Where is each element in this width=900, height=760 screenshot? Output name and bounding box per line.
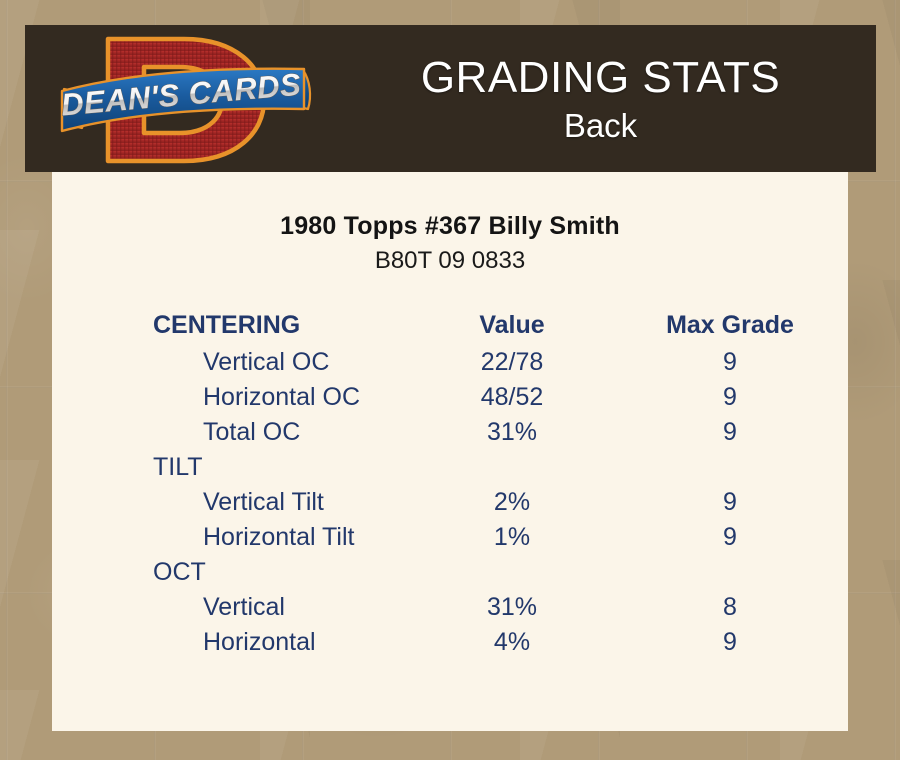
table-row: Total OC 31% 9 bbox=[52, 415, 848, 450]
column-header-grade: Max Grade bbox=[666, 310, 794, 339]
cell-label: Vertical Tilt bbox=[203, 488, 324, 516]
content-panel: 1980 Topps #367 Billy Smith B80T 09 0833… bbox=[52, 172, 848, 731]
column-header-section: CENTERING bbox=[153, 310, 301, 339]
cell-value: 48/52 bbox=[480, 383, 544, 411]
cell-label: Horizontal bbox=[203, 628, 316, 656]
cell-grade: 9 bbox=[723, 418, 737, 446]
table-row: Horizontal 4% 9 bbox=[52, 625, 848, 660]
grading-stats-table: CENTERING Value Max Grade Vertical OC 22/… bbox=[52, 305, 848, 660]
card-title: 1980 Topps #367 Billy Smith bbox=[280, 212, 620, 240]
table-row: Horizontal Tilt 1% 9 bbox=[52, 520, 848, 555]
table-row: Vertical 31% 8 bbox=[52, 590, 848, 625]
table-row: Vertical OC 22/78 9 bbox=[52, 345, 848, 380]
cell-label: Vertical OC bbox=[203, 348, 330, 376]
cell-grade: 9 bbox=[723, 488, 737, 516]
cell-label: Vertical bbox=[203, 593, 285, 621]
section-header-label: TILT bbox=[153, 453, 203, 481]
cell-grade: 8 bbox=[723, 593, 737, 621]
cell-grade: 9 bbox=[723, 523, 737, 551]
cell-label: Horizontal OC bbox=[203, 383, 360, 411]
cell-value: 31% bbox=[486, 418, 538, 446]
cell-grade: 9 bbox=[723, 383, 737, 411]
cell-grade: 9 bbox=[723, 628, 737, 656]
cell-label: Total OC bbox=[203, 418, 301, 446]
table-row: Horizontal OC 48/52 9 bbox=[52, 380, 848, 415]
table-row: Vertical Tilt 2% 9 bbox=[52, 485, 848, 520]
cell-value: 22/78 bbox=[480, 348, 544, 376]
table-body: Vertical OC 22/78 9 Horizontal OC 48/52 9 Tota… bbox=[52, 345, 848, 660]
cell-value: 4% bbox=[493, 628, 531, 656]
cell-value: 1% bbox=[493, 523, 531, 551]
cell-value: 31% bbox=[486, 593, 538, 621]
page-header: DEAN'S CARDS GRADING STATS Back bbox=[25, 25, 876, 172]
logo-ribbon-band bbox=[60, 67, 306, 133]
page-title: GRADING STATS bbox=[420, 52, 781, 102]
page-subtitle: Back bbox=[563, 106, 638, 144]
header-title-block: GRADING STATS Back bbox=[325, 25, 876, 172]
section-header-row: TILT bbox=[52, 450, 848, 485]
cell-label: Horizontal Tilt bbox=[203, 523, 355, 551]
section-header-label: OCT bbox=[153, 558, 206, 586]
table-header-row: CENTERING Value Max Grade bbox=[52, 305, 848, 345]
section-header-row: OCT bbox=[52, 555, 848, 590]
column-header-value: Value bbox=[479, 310, 545, 339]
cell-value: 2% bbox=[493, 488, 531, 516]
deans-cards-logo: DEAN'S CARDS bbox=[52, 27, 317, 172]
cell-grade: 9 bbox=[723, 348, 737, 376]
card-serial-number: B80T 09 0833 bbox=[374, 247, 526, 274]
table-head: CENTERING Value Max Grade bbox=[52, 305, 848, 345]
